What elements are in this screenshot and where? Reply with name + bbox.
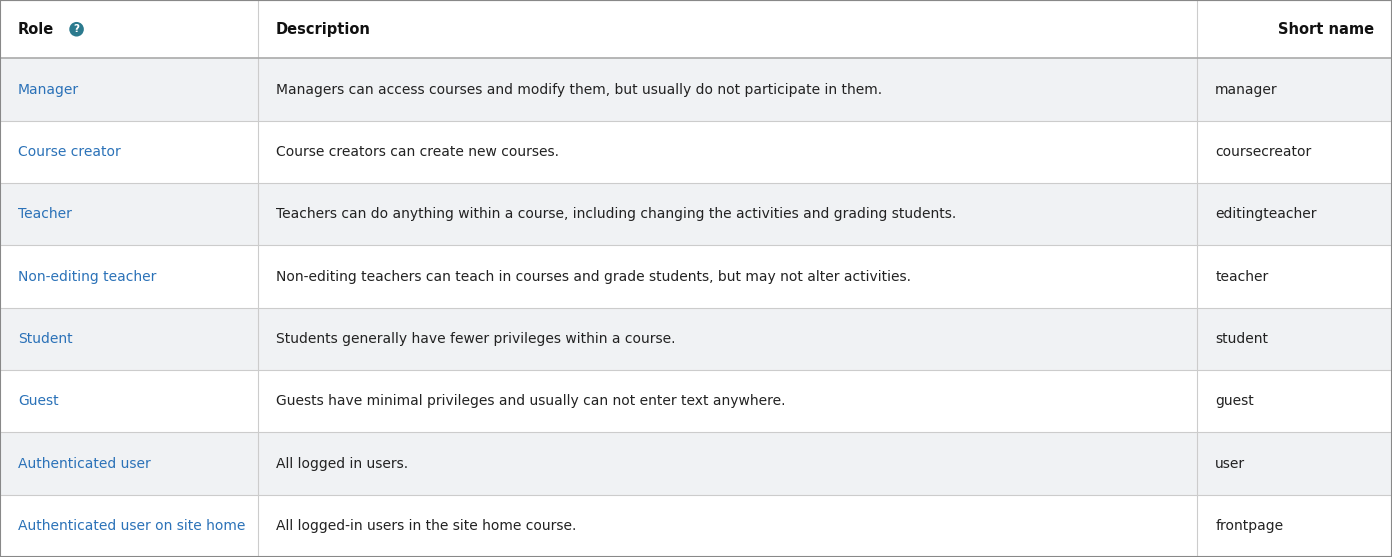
Text: Role: Role xyxy=(18,22,54,37)
Text: student: student xyxy=(1215,332,1268,346)
Bar xyxy=(0,183,1392,246)
Text: Student: Student xyxy=(18,332,72,346)
Text: Non-editing teachers can teach in courses and grade students, but may not alter : Non-editing teachers can teach in course… xyxy=(276,270,910,284)
Text: Description: Description xyxy=(276,22,370,37)
Text: Authenticated user: Authenticated user xyxy=(18,457,150,471)
Bar xyxy=(0,121,1392,183)
Text: ?: ? xyxy=(74,25,79,34)
Text: Short name: Short name xyxy=(1278,22,1374,37)
Text: Course creators can create new courses.: Course creators can create new courses. xyxy=(276,145,558,159)
Text: user: user xyxy=(1215,457,1246,471)
Text: Manager: Manager xyxy=(18,82,79,97)
Bar xyxy=(0,495,1392,557)
Text: frontpage: frontpage xyxy=(1215,519,1283,533)
Text: guest: guest xyxy=(1215,394,1254,408)
Bar xyxy=(0,307,1392,370)
Text: Course creator: Course creator xyxy=(18,145,121,159)
Text: Teacher: Teacher xyxy=(18,207,72,221)
Bar xyxy=(0,0,1392,58)
Bar xyxy=(0,246,1392,307)
Text: Non-editing teacher: Non-editing teacher xyxy=(18,270,156,284)
Text: Guest: Guest xyxy=(18,394,58,408)
Text: Teachers can do anything within a course, including changing the activities and : Teachers can do anything within a course… xyxy=(276,207,956,221)
Bar xyxy=(0,58,1392,121)
Text: coursecreator: coursecreator xyxy=(1215,145,1311,159)
Bar xyxy=(0,432,1392,495)
Text: manager: manager xyxy=(1215,82,1278,97)
Text: Students generally have fewer privileges within a course.: Students generally have fewer privileges… xyxy=(276,332,675,346)
Bar xyxy=(0,370,1392,432)
Text: Guests have minimal privileges and usually can not enter text anywhere.: Guests have minimal privileges and usual… xyxy=(276,394,785,408)
Text: Managers can access courses and modify them, but usually do not participate in t: Managers can access courses and modify t… xyxy=(276,82,881,97)
Text: editingteacher: editingteacher xyxy=(1215,207,1317,221)
Text: All logged-in users in the site home course.: All logged-in users in the site home cou… xyxy=(276,519,576,533)
Text: Authenticated user on site home: Authenticated user on site home xyxy=(18,519,245,533)
Text: teacher: teacher xyxy=(1215,270,1268,284)
Text: All logged in users.: All logged in users. xyxy=(276,457,408,471)
